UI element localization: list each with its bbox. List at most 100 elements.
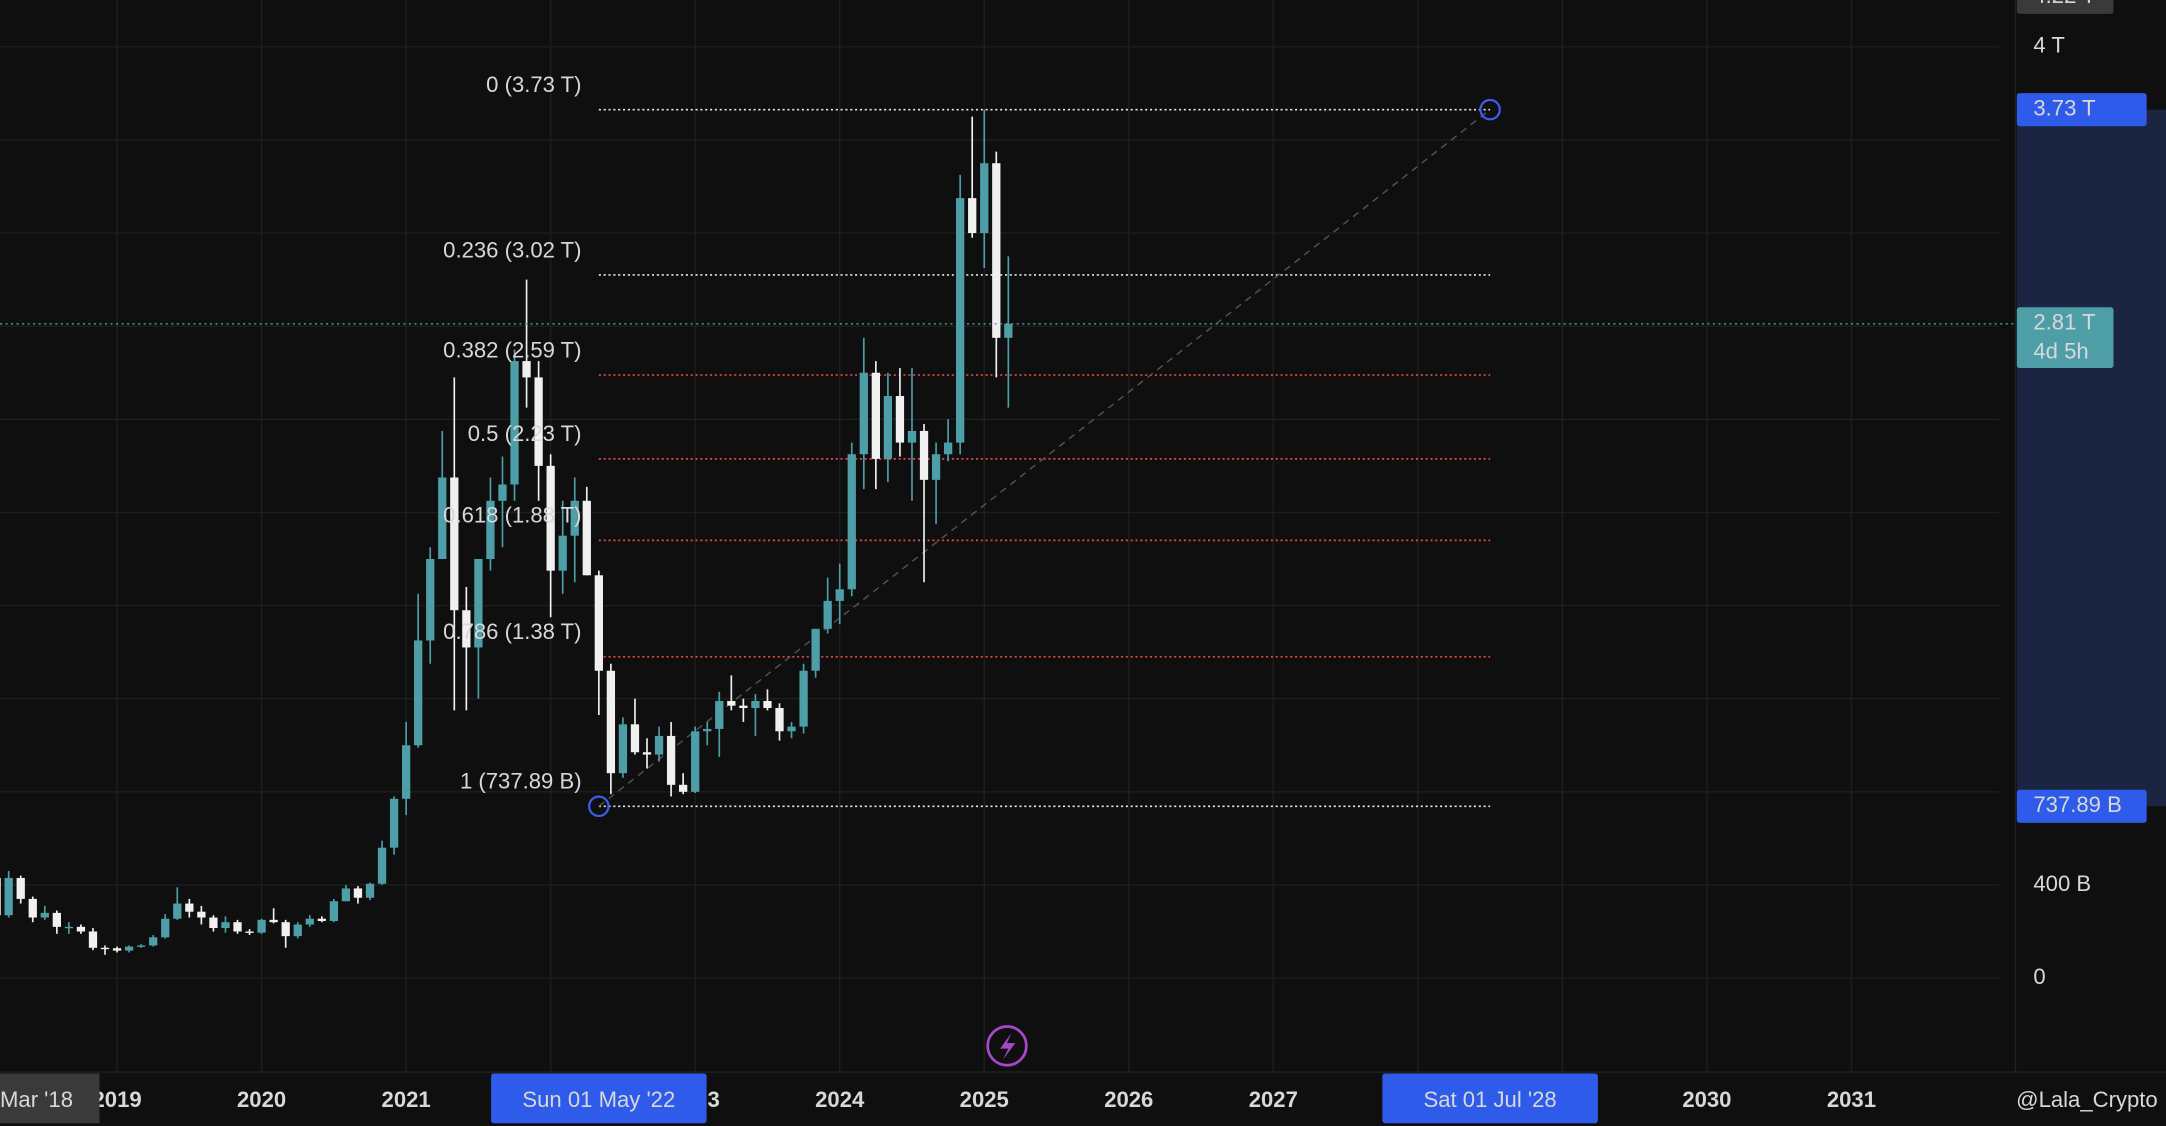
x-tick-label: 2024 [815,1087,865,1112]
fib-label: 0.618 (1.88 T) [443,503,581,528]
y-tick-label: 4 T [2033,33,2065,58]
candle-body [630,724,640,753]
candle-body [823,600,832,629]
candle-body [269,919,278,923]
candle-body [233,922,242,932]
price-range-highlight [2016,109,2166,807]
fib-label: 1 (737.89 B) [460,769,582,794]
candle-body [727,701,736,706]
candle-body [666,735,676,785]
candle-body [859,372,868,455]
last-price-label: 2.81 T [2033,310,2095,335]
candle-body [100,947,110,950]
candle-body [654,735,664,755]
candle-body [883,396,893,459]
candle-body [76,926,86,932]
candle-body [847,454,856,590]
candle-body [968,198,977,234]
fib-handle [588,795,610,818]
cursor-date-label: Mar '18 [0,1087,73,1112]
cursor-date-box [0,1073,100,1124]
date-label: Sun 01 May '22 [522,1087,675,1112]
candle-body [570,500,579,536]
top-price-label: 4.22 T [2033,0,2095,8]
candle-body [245,931,254,933]
candle-body [450,477,459,611]
date-label: Sat 01 Jul '28 [1424,1087,1557,1112]
fib-label: 0.382 (2.59 T) [443,337,581,362]
candle-body [919,430,929,480]
candle-body [185,903,194,912]
x-tick-label: 2021 [382,1087,431,1112]
candle-body [474,558,483,648]
date-box [491,1073,707,1124]
fib-label: 0 (3.73 T) [486,72,581,97]
candle-body [161,918,170,938]
candle-body [811,628,820,671]
lightning-icon [986,1025,1028,1067]
candle-body [40,912,49,918]
lightning-bolt [1000,1033,1016,1060]
candle-body [365,883,375,898]
x-tick-label: 2030 [1682,1087,1731,1112]
candle-body [16,877,25,899]
candle-body [594,575,603,671]
fib-price-box [2016,93,2147,127]
candle-body [4,877,13,916]
candle-body [137,945,146,947]
candle-body [943,442,953,455]
candle-body [341,888,351,902]
candle-body [642,752,652,755]
candle-body [510,361,519,485]
fib-price-label: 3.73 T [2033,95,2095,120]
x-tick-label: 2026 [1104,1087,1153,1112]
candle-body [498,484,507,501]
candle-body [931,454,941,480]
fib-trend-line [598,109,1491,807]
candle-body [377,847,387,884]
candle-body [763,701,772,708]
fib-label: 0.236 (3.02 T) [443,237,581,262]
candle-body [88,931,98,948]
candle-body [438,477,447,559]
fib-price-label: 737.89 B [2033,792,2121,817]
candle-body [751,701,760,708]
candle-body [64,926,74,929]
date-box [1382,1073,1598,1124]
candle-body [787,726,796,732]
candle-body [546,465,555,571]
y-tick-label: 400 B [2033,871,2091,896]
fib-handle [1479,98,1501,121]
candle-body [281,922,290,937]
candle-body [691,731,700,792]
candle-body [389,798,399,848]
candle-body [414,640,423,746]
candle-body [739,705,748,708]
candle-body [558,535,567,571]
candle-body [209,917,218,929]
x-tick-label: 2027 [1249,1087,1298,1112]
candle-body [606,670,616,774]
candle-body [703,728,712,732]
x-tick-label: 2031 [1827,1087,1876,1112]
candle-body [0,877,1,916]
countdown-label: 4d 5h [2033,339,2088,364]
candle-body [52,912,61,927]
candle-body [329,901,339,922]
top-price-box [2016,0,2114,14]
candle-body [534,377,543,466]
watermark: @Lala_Crypto [2016,1087,2158,1112]
candle-body [317,918,326,922]
candle-body [871,372,880,459]
candle-body [992,163,1001,338]
candle-body [486,500,495,559]
y-tick-label: 0 [2033,964,2045,989]
fib-price-box [2016,789,2147,823]
candle-body [401,745,411,799]
candle-body [679,784,688,792]
candle-body [305,918,314,925]
x-tick-label: 2019 [92,1087,141,1112]
candle-body [173,903,182,919]
candle-body [775,707,784,732]
